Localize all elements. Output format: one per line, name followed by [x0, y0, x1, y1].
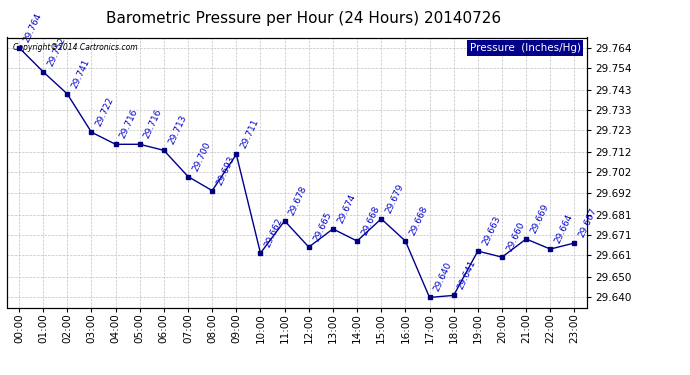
Text: 29.668: 29.668: [408, 204, 430, 237]
Text: 29.662: 29.662: [264, 217, 285, 249]
Text: Pressure  (Inches/Hg): Pressure (Inches/Hg): [470, 43, 581, 53]
Text: 29.752: 29.752: [46, 35, 68, 68]
Text: 29.713: 29.713: [167, 114, 188, 146]
Text: 29.678: 29.678: [288, 184, 309, 217]
Text: 29.716: 29.716: [119, 108, 140, 140]
Text: 29.641: 29.641: [457, 259, 478, 291]
Text: Copyright©2014 Cartronics.com: Copyright©2014 Cartronics.com: [12, 43, 137, 52]
Text: 29.700: 29.700: [191, 140, 213, 172]
Text: 29.693: 29.693: [215, 154, 237, 186]
Text: 29.663: 29.663: [481, 214, 502, 247]
Text: 29.764: 29.764: [22, 11, 43, 44]
Text: Barometric Pressure per Hour (24 Hours) 20140726: Barometric Pressure per Hour (24 Hours) …: [106, 11, 501, 26]
Text: 29.640: 29.640: [433, 261, 454, 293]
Text: 29.716: 29.716: [143, 108, 164, 140]
Text: 29.674: 29.674: [336, 192, 357, 225]
Text: 29.665: 29.665: [312, 210, 333, 243]
Text: 29.664: 29.664: [553, 213, 575, 245]
Text: 29.741: 29.741: [70, 57, 92, 90]
Text: 29.679: 29.679: [384, 182, 406, 214]
Text: 29.667: 29.667: [578, 207, 599, 239]
Text: 29.711: 29.711: [239, 118, 261, 150]
Text: 29.660: 29.660: [505, 220, 526, 253]
Text: 29.669: 29.669: [529, 202, 551, 235]
Text: 29.668: 29.668: [360, 204, 382, 237]
Text: 29.722: 29.722: [95, 96, 115, 128]
